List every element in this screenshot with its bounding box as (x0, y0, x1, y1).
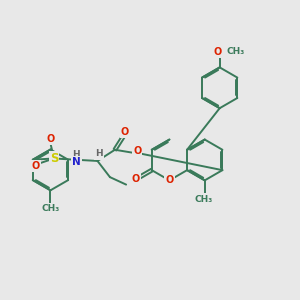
Text: O: O (121, 127, 129, 136)
Text: H: H (73, 150, 80, 159)
Text: H: H (95, 149, 103, 158)
Text: O: O (133, 146, 141, 157)
Text: N: N (72, 157, 81, 167)
Text: O: O (32, 161, 40, 171)
Text: CH₃: CH₃ (194, 194, 213, 203)
Text: O: O (165, 176, 173, 185)
Text: O: O (46, 134, 54, 144)
Text: CH₃: CH₃ (226, 47, 245, 56)
Text: O: O (213, 47, 221, 57)
Text: S: S (50, 152, 58, 165)
Text: O: O (132, 174, 140, 184)
Text: CH₃: CH₃ (41, 204, 60, 213)
